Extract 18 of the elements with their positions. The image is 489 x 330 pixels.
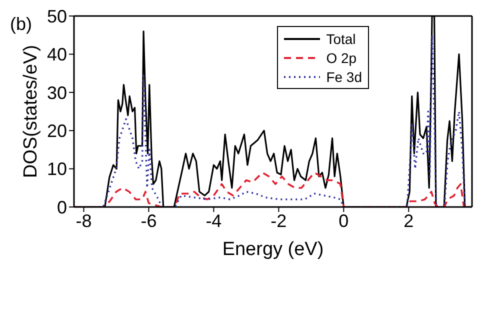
legend-label: Total xyxy=(326,30,356,46)
text: (b) xyxy=(10,14,32,35)
x-tick-label: -2 xyxy=(270,210,287,231)
x-tick-label: -4 xyxy=(206,210,222,231)
y-tick-label: 40 xyxy=(46,44,67,65)
y-tick-label: 30 xyxy=(46,82,67,103)
y-axis-title: DOS(states/eV) xyxy=(20,44,42,178)
y-tick-label: 10 xyxy=(46,159,67,180)
x-tick-label: -8 xyxy=(76,210,92,231)
legend-label: O 2p xyxy=(326,50,357,66)
y-tick-label: 20 xyxy=(46,120,67,141)
y-tick-label: 0 xyxy=(56,197,67,218)
y-tick-label: 50 xyxy=(46,6,67,26)
x-tick-label: 0 xyxy=(338,210,349,231)
x-tick-label: 2 xyxy=(404,210,414,231)
x-tick-label: -6 xyxy=(140,210,157,231)
x-axis-title: Energy (eV) xyxy=(222,239,324,260)
legend-label: Fe 3d xyxy=(326,68,362,84)
